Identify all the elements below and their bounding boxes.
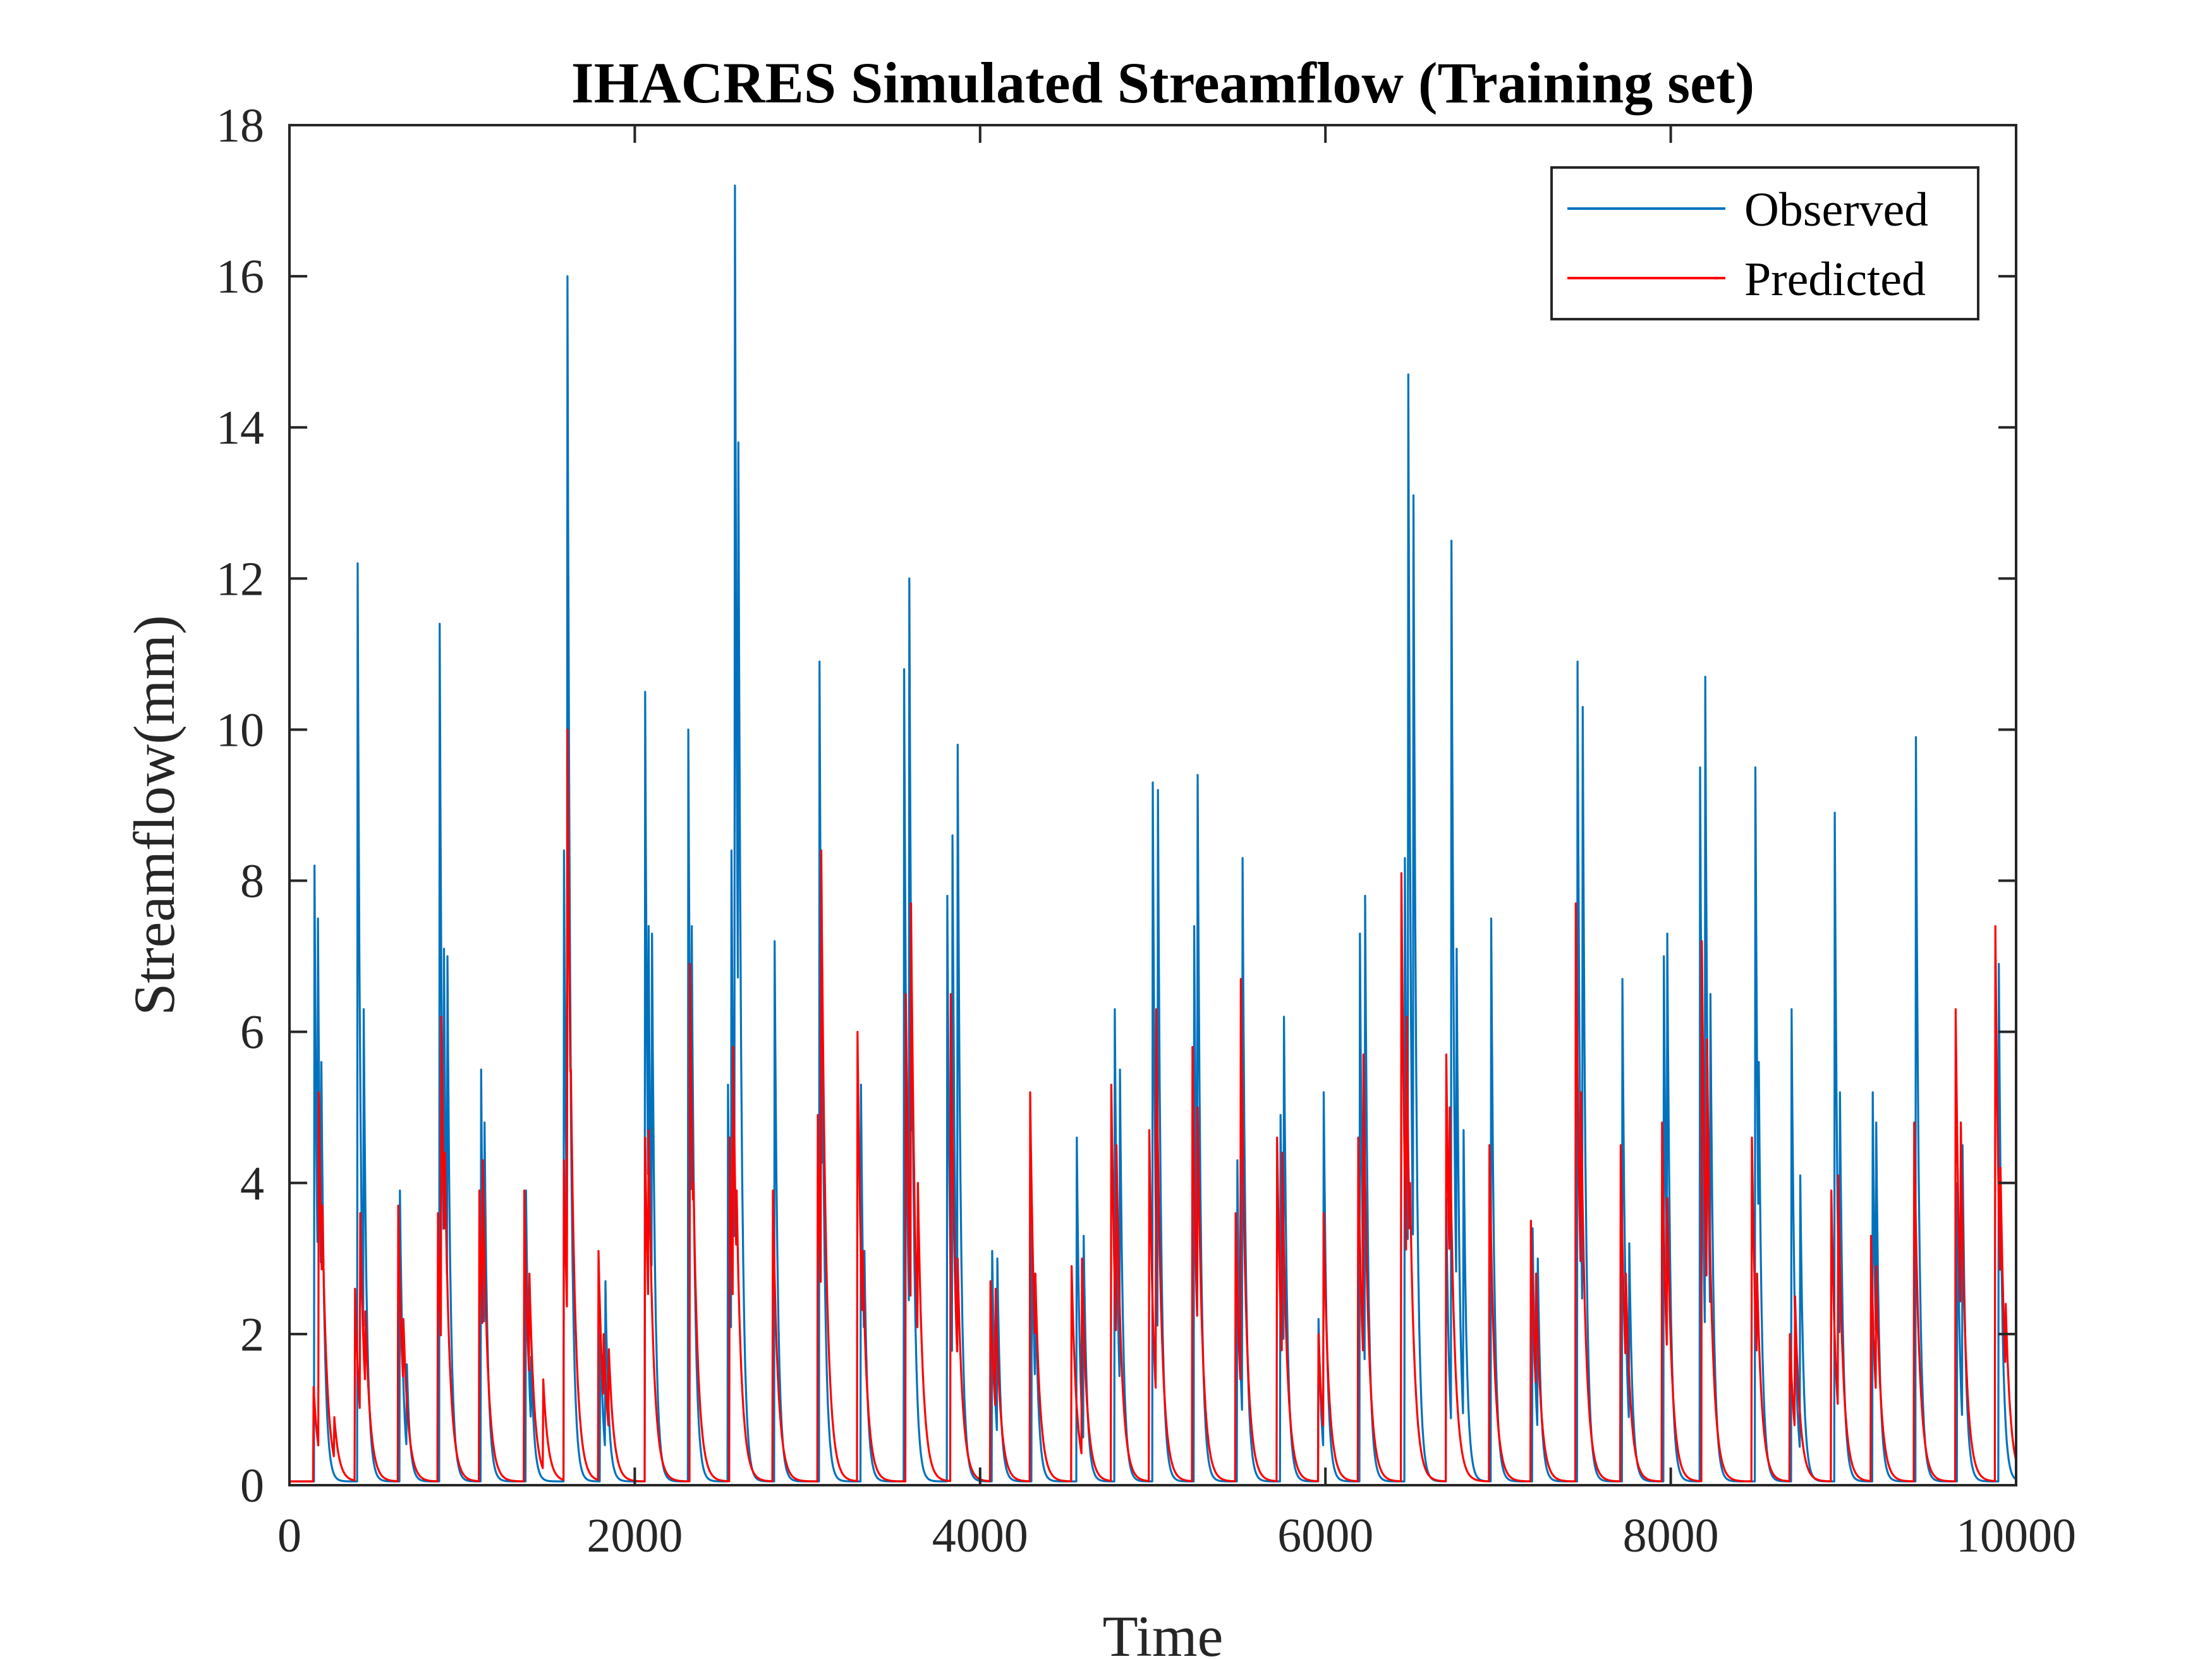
y-axis-label: Streamflow(mm) xyxy=(122,615,186,1016)
y-tick-label: 14 xyxy=(216,401,264,454)
y-tick-label: 18 xyxy=(216,99,264,152)
y-tick-label: 4 xyxy=(240,1157,264,1210)
y-tick-label: 0 xyxy=(240,1459,264,1512)
x-tick-label: 2000 xyxy=(586,1509,683,1562)
y-tick-label: 6 xyxy=(240,1006,264,1059)
series-line-predicted xyxy=(289,728,2017,1483)
y-tick-label: 12 xyxy=(216,552,264,605)
axes-frame xyxy=(288,124,2017,1486)
legend: Observed Predicted xyxy=(1550,166,1979,320)
y-tick-label: 16 xyxy=(216,250,264,303)
x-tick-label: 10000 xyxy=(1956,1509,2076,1562)
y-tick-label: 10 xyxy=(216,703,264,757)
x-tick-label: 0 xyxy=(277,1509,301,1562)
x-tick-label: 8000 xyxy=(1623,1509,1719,1562)
legend-box xyxy=(1550,166,1979,320)
x-axis-label: Time xyxy=(1103,1604,1224,1659)
legend-label-observed: Observed xyxy=(1744,183,1928,236)
y-tick-label: 2 xyxy=(240,1308,264,1361)
y-tick-label: 8 xyxy=(240,855,264,908)
x-tick-label: 4000 xyxy=(932,1509,1028,1562)
legend-label-predicted: Predicted xyxy=(1744,253,1926,306)
series-group xyxy=(289,185,2017,1483)
x-tick-label: 6000 xyxy=(1277,1509,1373,1562)
axes-box xyxy=(288,124,2017,1486)
tick-group: 0 2000 4000 6000 8000 10000 0 2 4 6 8 10 12 14 16 18 xyxy=(216,99,2076,1562)
chart-title: IHACRES Simulated Streamflow (Training s… xyxy=(571,51,1754,115)
